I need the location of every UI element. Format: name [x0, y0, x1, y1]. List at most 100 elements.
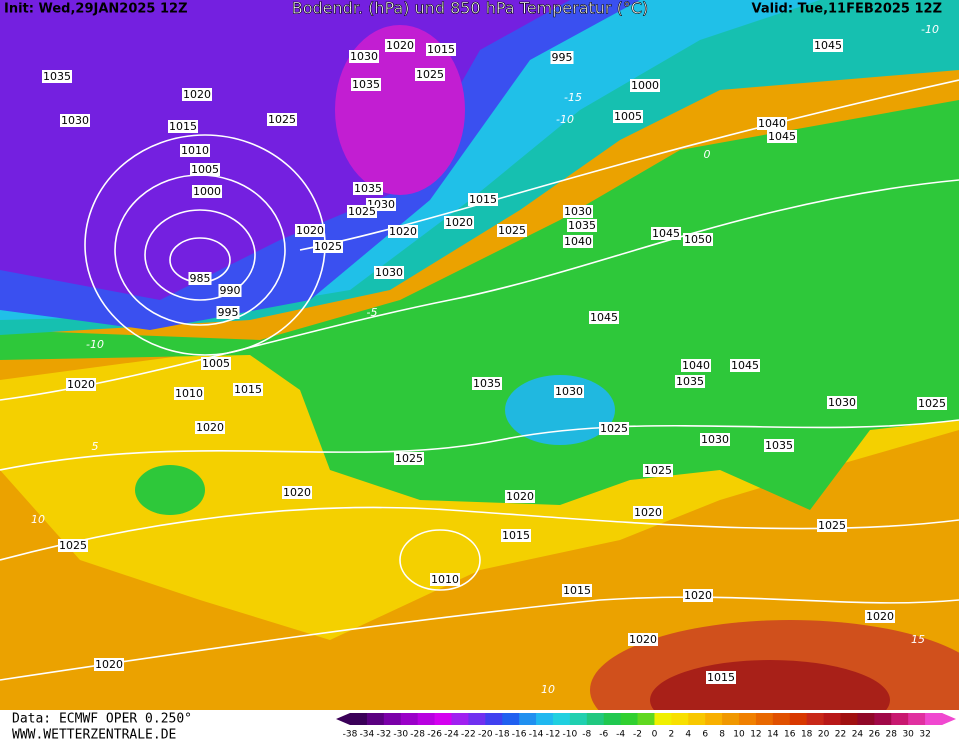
pressure-label: 1035 — [473, 377, 501, 390]
colorbar-label: 24 — [852, 730, 864, 740]
colorbar-label: 14 — [767, 730, 779, 740]
colorbar-label: -32 — [376, 730, 391, 740]
colorbar-arrow — [336, 713, 350, 725]
pressure-label: 1025 — [498, 224, 526, 237]
label-box — [188, 272, 212, 285]
label-box — [388, 225, 418, 238]
pressure-label: 1020 — [684, 589, 712, 602]
colorbar-swatch — [722, 713, 740, 725]
pressure-label: 1035 — [676, 375, 704, 388]
pressure-label: 1020 — [296, 224, 324, 237]
pressure-label: 1040 — [758, 117, 786, 130]
isotherm-label: 0 — [704, 148, 711, 161]
colorbar-swatch — [350, 713, 368, 725]
label-box — [589, 311, 619, 324]
pressure-label: 1040 — [682, 359, 710, 372]
isobar — [0, 419, 959, 471]
colorbar-label: -30 — [393, 730, 408, 740]
init-time: Init: Wed,29JAN2025 12Z — [4, 2, 188, 17]
pressure-label: 1015 — [234, 383, 262, 396]
isotherm-label: -10 — [86, 338, 104, 351]
label-box — [681, 359, 711, 372]
pressure-label: 1035 — [568, 219, 596, 232]
pressure-label: 1045 — [652, 227, 680, 240]
pressure-label: 1035 — [354, 182, 382, 195]
colorbar-swatch — [806, 713, 825, 725]
colorbar-label: 8 — [719, 730, 725, 740]
pressure-label: 1025 — [416, 68, 444, 81]
colorbar-swatch — [671, 713, 689, 725]
label-box — [550, 51, 574, 64]
pressure-label: 1030 — [555, 385, 583, 398]
pressure-label: 1025 — [644, 464, 672, 477]
label-box — [599, 422, 629, 435]
colorbar-swatch — [536, 713, 554, 725]
label-box — [42, 70, 72, 83]
isobar — [0, 506, 959, 561]
colorbar-label: 18 — [801, 730, 813, 740]
map-title: Bodendr. (hPa) und 850 hPa Temperatur (°… — [292, 0, 649, 18]
label-box — [706, 671, 736, 684]
label-box — [757, 117, 787, 130]
colorbar-label: -12 — [546, 730, 561, 740]
colorbar-label: -28 — [410, 730, 425, 740]
colorbar-swatch — [925, 713, 943, 725]
label-box — [764, 439, 794, 452]
label-box — [233, 383, 263, 396]
colorbar-label: -14 — [529, 730, 544, 740]
label-box — [497, 224, 527, 237]
colorbar-label: 0 — [652, 730, 658, 740]
valid-time: Valid: Tue,11FEB2025 12Z — [752, 2, 943, 17]
label-box — [182, 88, 212, 101]
pressure-label: 1020 — [95, 658, 123, 671]
label-box — [683, 589, 713, 602]
label-box — [385, 39, 415, 52]
label-box — [282, 486, 312, 499]
colorbar-label: 26 — [869, 730, 881, 740]
pressure-label: 1020 — [629, 633, 657, 646]
isobar — [0, 179, 959, 401]
pressure-label: 1010 — [175, 387, 203, 400]
colorbar-label: 6 — [702, 730, 708, 740]
colorbar-swatch — [739, 713, 757, 725]
pressure-label: 1020 — [183, 88, 211, 101]
pressure-label: 1015 — [563, 584, 591, 597]
pressure-label: 1010 — [431, 573, 459, 586]
pressure-label: 1015 — [502, 529, 530, 542]
green-area — [0, 100, 959, 510]
label-box — [633, 506, 663, 519]
label-box — [426, 43, 456, 56]
colorbar-arrow — [942, 713, 956, 725]
colorbar-swatch — [468, 713, 486, 725]
colorbar-label: -24 — [444, 730, 459, 740]
colorbar-swatch — [552, 713, 571, 725]
pressure-label: 1025 — [59, 539, 87, 552]
isobar — [299, 79, 959, 251]
label-box — [192, 185, 222, 198]
colorbar-label: 10 — [733, 730, 745, 740]
isobar — [399, 529, 481, 591]
label-box — [813, 39, 843, 52]
pressure-label: 1030 — [564, 205, 592, 218]
colorbar-swatch — [366, 713, 385, 725]
label-box — [201, 357, 231, 370]
colorbar-swatch — [519, 713, 537, 725]
label-box — [195, 421, 225, 434]
colorbar-swatch — [586, 713, 605, 725]
label-box — [216, 306, 240, 319]
label-box — [58, 539, 88, 552]
colorbar-swatch — [434, 713, 452, 725]
colorbar-label: 16 — [784, 730, 796, 740]
colorbar-swatch — [705, 713, 723, 725]
pressure-label: 1025 — [818, 519, 846, 532]
colorbar-label: 12 — [750, 730, 761, 740]
isotherm-label: 15 — [911, 633, 925, 646]
colorbar-label: -10 — [563, 730, 578, 740]
pressure-label: 1025 — [395, 452, 423, 465]
label-box — [468, 193, 498, 206]
data-source: Data: ECMWF OPER 0.250° — [12, 712, 192, 727]
pressure-label: 1005 — [191, 163, 219, 176]
label-box — [180, 144, 210, 157]
pressure-label: 1025 — [314, 240, 342, 253]
